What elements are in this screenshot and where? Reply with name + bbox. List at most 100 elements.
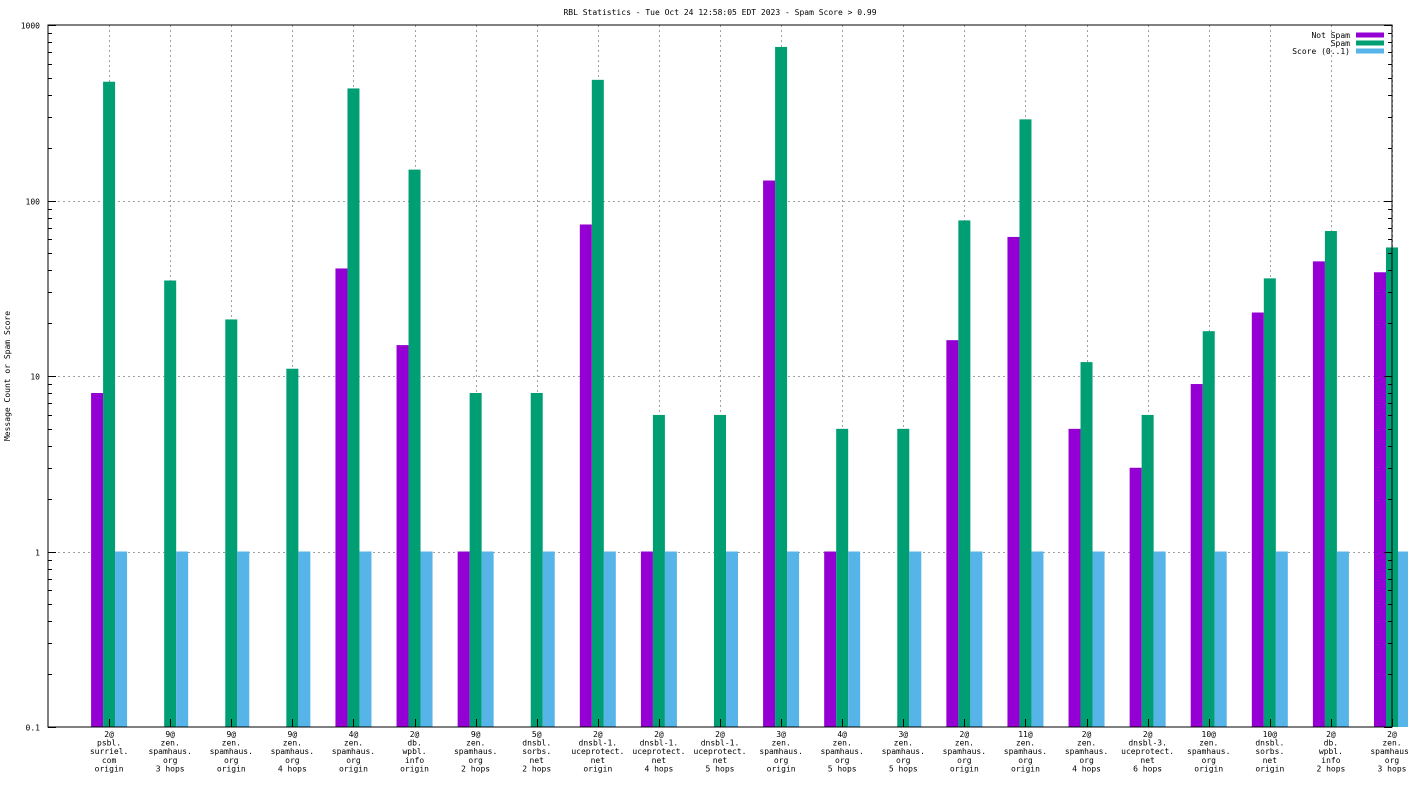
x-tick-label: org [346,756,361,765]
bar-score-0-1 [1214,551,1227,727]
bar-spam [469,393,482,727]
bar-not-spam [1007,236,1020,728]
x-tick-label: spamhaus. [882,747,925,756]
x-tick-label: 9@ [471,730,481,739]
x-tick-label: 6 hops [1133,764,1162,773]
x-tick-label: zen. [222,739,241,748]
legend-label: Not Spam [1311,31,1350,40]
bar-score-0-1 [1398,551,1408,727]
x-tick-label: org [1202,756,1217,765]
x-tick-label: spamhaus. [149,747,192,756]
x-tick-label: zen. [833,739,852,748]
x-tick-label: info [1321,756,1340,765]
bar-score-0-1 [909,551,922,727]
bar-score-0-1 [603,551,616,727]
x-tick-label: zen. [344,739,363,748]
x-tick-label: 5 hops [889,764,918,773]
bar-score-0-1 [115,551,128,727]
x-tick-label: org [1079,756,1094,765]
x-tick-label: wpbl. [402,747,426,756]
bars [91,46,1408,728]
x-tick-label: zen. [771,739,790,748]
bar-spam [347,88,360,728]
y-axis-label: Message Count or Spam Score [3,311,12,441]
x-tick-label: 2@ [410,730,420,739]
x-tick-label: 2@ [654,730,664,739]
x-tick-label: org [896,756,911,765]
x-tick-label: net [713,756,728,765]
bar-spam [836,428,849,727]
x-tick-label: spamhaus. [1187,747,1230,756]
x-tick-label: 11@ [1018,730,1033,739]
x-tick-label: uceprotect. [1121,747,1174,756]
y-tick-label: 1000 [21,22,40,31]
bar-score-0-1 [481,551,494,727]
x-tick-label: uceprotect. [632,747,685,756]
x-tick-label: 5@ [532,730,542,739]
x-tick-label: spamhaus. [454,747,497,756]
bar-not-spam [824,551,837,727]
x-tick-label: spamhaus. [759,747,802,756]
bar-not-spam [396,345,409,727]
bar-spam [1263,278,1276,727]
x-tick-label: 2@ [1082,730,1092,739]
bar-score-0-1 [542,551,555,727]
x-tick-label: 2@ [1326,730,1336,739]
bar-not-spam [1129,467,1142,727]
x-tick-label: org [835,756,850,765]
x-tick-label: net [591,756,606,765]
bar-spam [652,414,665,727]
x-tick-label: 2@ [104,730,114,739]
x-tick-label: surriel. [90,747,129,756]
x-tick-label: zen. [1382,739,1401,748]
x-tick-label: 3 hops [156,764,185,773]
bar-spam [286,368,299,727]
x-tick-label: 4@ [349,730,359,739]
bar-not-spam [1374,272,1386,727]
x-tick-label: org [163,756,178,765]
x-tick-label: zen. [161,739,180,748]
x-tick-label: zen. [1016,739,1035,748]
bar-score-0-1 [298,551,311,727]
x-tick-label: origin [950,764,979,773]
x-tick-label: net [530,756,545,765]
x-tick-label: origin [1011,764,1040,773]
bar-spam [591,79,604,727]
x-tick-label: spamhaus. [1370,747,1408,756]
x-tick-label: zen. [1199,739,1218,748]
x-tick-label: 5 hops [828,764,857,773]
x-tick-label: 2@ [1143,730,1153,739]
x-tick-label: 3@ [776,730,786,739]
x-tick-label: net [1140,756,1155,765]
y-tick-label: 10 [30,373,40,382]
x-tick-label: org [1018,756,1033,765]
x-tick-label: 4 hops [278,764,307,773]
bar-score-0-1 [359,551,372,727]
x-tick-label: 2@ [960,730,970,739]
x-tick-label: 4@ [837,730,847,739]
bar-spam [1324,231,1337,727]
bar-score-0-1 [1275,551,1288,727]
x-tick-label: uceprotect. [571,747,624,756]
x-tick-label: spamhaus. [1065,747,1108,756]
x-tick-label: 9@ [165,730,175,739]
legend-label: Spam [1331,39,1350,48]
bar-score-0-1 [1336,551,1349,727]
x-tick-label: org [468,756,483,765]
x-tick-label: 4 hops [644,764,673,773]
x-tick-label: dnsbl. [522,739,551,748]
x-tick-label: uceprotect. [694,747,747,756]
chart-title: RBL Statistics - Tue Oct 24 12:58:05 EDT… [563,8,876,17]
bar-score-0-1 [237,551,250,727]
legend-label: Score (0..1) [1292,47,1350,56]
x-tick-label: zen. [283,739,302,748]
x-tick-label: org [224,756,239,765]
x-tick-label: spamhaus. [943,747,986,756]
x-tick-label: spamhaus. [821,747,864,756]
x-tick-label: origin [400,764,429,773]
x-tick-label: org [774,756,789,765]
bar-score-0-1 [848,551,861,727]
x-tick-label: info [405,756,424,765]
